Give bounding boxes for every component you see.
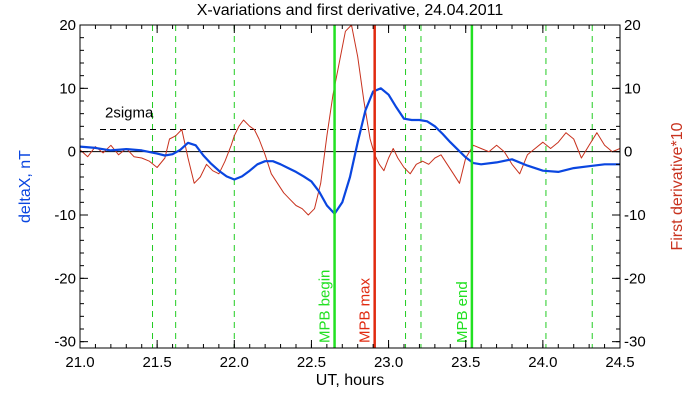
x-tick-label: 23.5 — [451, 354, 480, 371]
x-tick-label: 22.5 — [297, 354, 326, 371]
y-axis-right-label: First derivative*10 — [669, 122, 686, 250]
x-tick-label: 24.0 — [528, 354, 557, 371]
y-tick-label-right: -10 — [624, 207, 646, 224]
y-tick-label-left: 0 — [68, 144, 76, 161]
series-derivative-line — [79, 24, 621, 216]
x-tick-label: 21.5 — [143, 354, 172, 371]
y-tick-label-right: -30 — [624, 334, 646, 351]
series-deltax-line — [79, 87, 620, 215]
chart-title: X-variations and first derivative, 24.04… — [197, 2, 504, 19]
y-tick-label-right: 20 — [624, 17, 641, 34]
plot-marks: 2sigma MPB begin MPB max MPB end — [79, 24, 621, 348]
y-tick-label-right: -20 — [624, 270, 646, 287]
threshold-label: 2sigma — [105, 105, 154, 122]
y-tick-label-right: 0 — [624, 144, 632, 161]
x-tick-label: 23.0 — [374, 354, 403, 371]
y-tick-label-left: -20 — [54, 270, 76, 287]
marker-label-mpb-max: MPB max — [357, 277, 374, 343]
y-tick-label-left: 20 — [59, 17, 76, 34]
x-axis-label: UT, hours — [316, 372, 384, 389]
y-tick-label-left: -10 — [54, 207, 76, 224]
y-axis-left-label: deltaX, nT — [17, 150, 34, 223]
plot-frame — [79, 24, 621, 349]
x-tick-label: 21.0 — [65, 354, 94, 371]
y-tick-label-right: 10 — [624, 80, 641, 97]
y-tick-label-left: 10 — [59, 80, 76, 97]
marker-label-mpb-begin: MPB begin — [317, 270, 334, 343]
y-tick-label-left: -30 — [54, 334, 76, 351]
axis-ticks: 21.0 21.5 22.0 22.5 23.0 23.5 24.0 24.5 20 20 10 10… — [54, 17, 645, 371]
x-tick-label: 22.0 — [220, 354, 249, 371]
marker-label-mpb-end: MPB end — [454, 281, 471, 343]
x-tick-label: 24.5 — [605, 354, 634, 371]
